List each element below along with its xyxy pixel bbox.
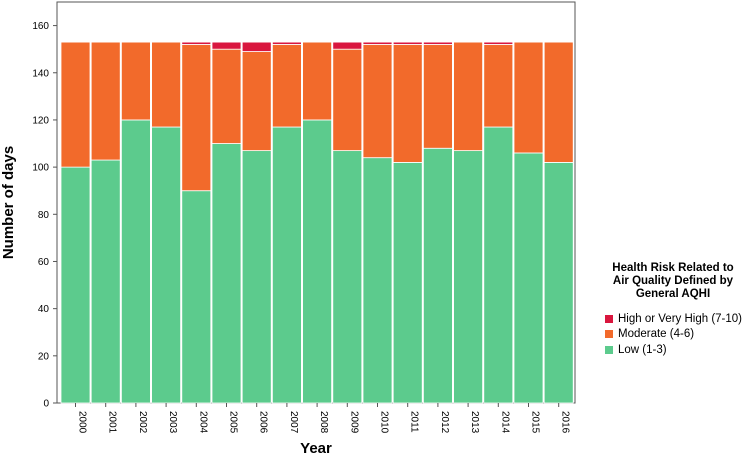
- x-tick-label: 2006: [258, 411, 269, 434]
- bar-segment: [211, 41, 242, 50]
- x-tick-label: 2012: [439, 411, 450, 434]
- x-tick-label: 2007: [288, 411, 299, 434]
- y-tick-label: 20: [38, 351, 50, 362]
- bar-segment: [422, 41, 453, 45]
- bar-segment: [422, 147, 453, 404]
- legend-item-high: High or Very High (7-10): [604, 311, 746, 327]
- y-tick-label: 120: [32, 115, 49, 126]
- bar-segment: [362, 44, 393, 159]
- bar-segment: [543, 161, 574, 404]
- x-tick-label: 2001: [107, 411, 118, 434]
- bar-segment: [241, 150, 272, 404]
- legend-swatch-high: [604, 313, 614, 324]
- legend-swatch-moderate: [604, 329, 614, 340]
- x-tick-label: 2016: [560, 411, 571, 434]
- bar-segment: [483, 126, 514, 404]
- bar-segment: [362, 157, 393, 404]
- y-tick-label: 40: [38, 304, 50, 315]
- bar-segment: [271, 126, 302, 404]
- bar-segment: [543, 41, 574, 163]
- legend: Health Risk Related to Air Quality Defin…: [598, 262, 746, 358]
- bar-segment: [121, 41, 151, 121]
- x-tick-label: 2000: [77, 411, 88, 434]
- x-tick-label: 2003: [167, 411, 178, 434]
- bar-segment: [121, 119, 151, 404]
- legend-swatch-low: [604, 344, 614, 355]
- x-tick-label: 2004: [197, 411, 208, 434]
- bar-segment: [241, 51, 272, 152]
- bar-segment: [302, 119, 333, 404]
- x-axis: 2000 2001 2002 2003 2004 2005 2006 2007 2008 2009…: [75, 403, 571, 434]
- bar-segment: [302, 41, 333, 121]
- x-tick-label: 2008: [318, 411, 329, 434]
- legend-item-low: Low (1-3): [604, 342, 746, 358]
- x-tick-label: 2011: [409, 411, 420, 433]
- x-tick-label: 2010: [379, 411, 390, 434]
- bar-segment: [60, 41, 91, 168]
- bar-segment: [60, 166, 91, 404]
- x-tick-label: 2015: [530, 411, 541, 434]
- bars-group: [60, 41, 574, 404]
- x-axis-title: Year: [300, 440, 332, 457]
- bar-segment: [362, 41, 393, 45]
- bar-segment: [90, 41, 121, 161]
- bar-segment: [181, 190, 212, 404]
- x-tick-label: 2005: [228, 411, 239, 434]
- bar-segment: [332, 150, 363, 404]
- bar-segment: [271, 44, 302, 128]
- bar-segment: [513, 41, 544, 154]
- bar-segment: [211, 48, 242, 144]
- bar-segment: [513, 152, 544, 404]
- bar-segment: [332, 48, 363, 152]
- legend-item-moderate: Moderate (4-6): [604, 327, 746, 343]
- y-tick-label: 160: [32, 21, 49, 32]
- bar-segment: [422, 44, 453, 149]
- legend-label-high: High or Very High (7-10): [618, 312, 742, 325]
- bar-segment: [392, 44, 423, 163]
- bar-segment: [483, 41, 514, 45]
- bar-segment: [90, 159, 121, 404]
- bar-segment: [241, 41, 272, 52]
- legend-label-low: Low (1-3): [618, 343, 667, 356]
- legend-label-moderate: Moderate (4-6): [618, 328, 695, 341]
- x-tick-label: 2009: [348, 411, 359, 434]
- legend-title-line: Health Risk Related to: [612, 262, 734, 274]
- bar-segment: [332, 41, 363, 50]
- y-tick-label: 0: [43, 399, 49, 410]
- x-tick-label: 2002: [137, 411, 148, 434]
- bar-segment: [151, 126, 182, 404]
- bar-segment: [181, 41, 212, 45]
- y-tick-label: 60: [38, 257, 50, 268]
- legend-title: Health Risk Related to Air Quality Defin…: [598, 262, 748, 301]
- x-tick-label: 2014: [499, 411, 510, 434]
- bar-segment: [453, 150, 484, 404]
- bar-segment: [271, 41, 302, 45]
- bar-segment: [151, 41, 182, 128]
- y-axis: 0 20 40 60 80 100 120 140 160: [32, 21, 57, 410]
- y-tick-label: 100: [32, 163, 49, 174]
- bar-segment: [453, 41, 484, 152]
- y-axis-title: Number of days: [0, 146, 17, 259]
- bar-segment: [181, 44, 212, 192]
- legend-title-line: Air Quality Defined by: [612, 275, 734, 287]
- bar-segment: [211, 143, 242, 404]
- bar-segment: [483, 44, 514, 128]
- x-tick-label: 2013: [469, 411, 480, 434]
- y-tick-label: 80: [38, 210, 50, 221]
- legend-title-line: General AQHI: [635, 288, 711, 300]
- y-tick-label: 140: [32, 68, 49, 79]
- bar-segment: [392, 41, 423, 45]
- bar-segment: [392, 161, 423, 404]
